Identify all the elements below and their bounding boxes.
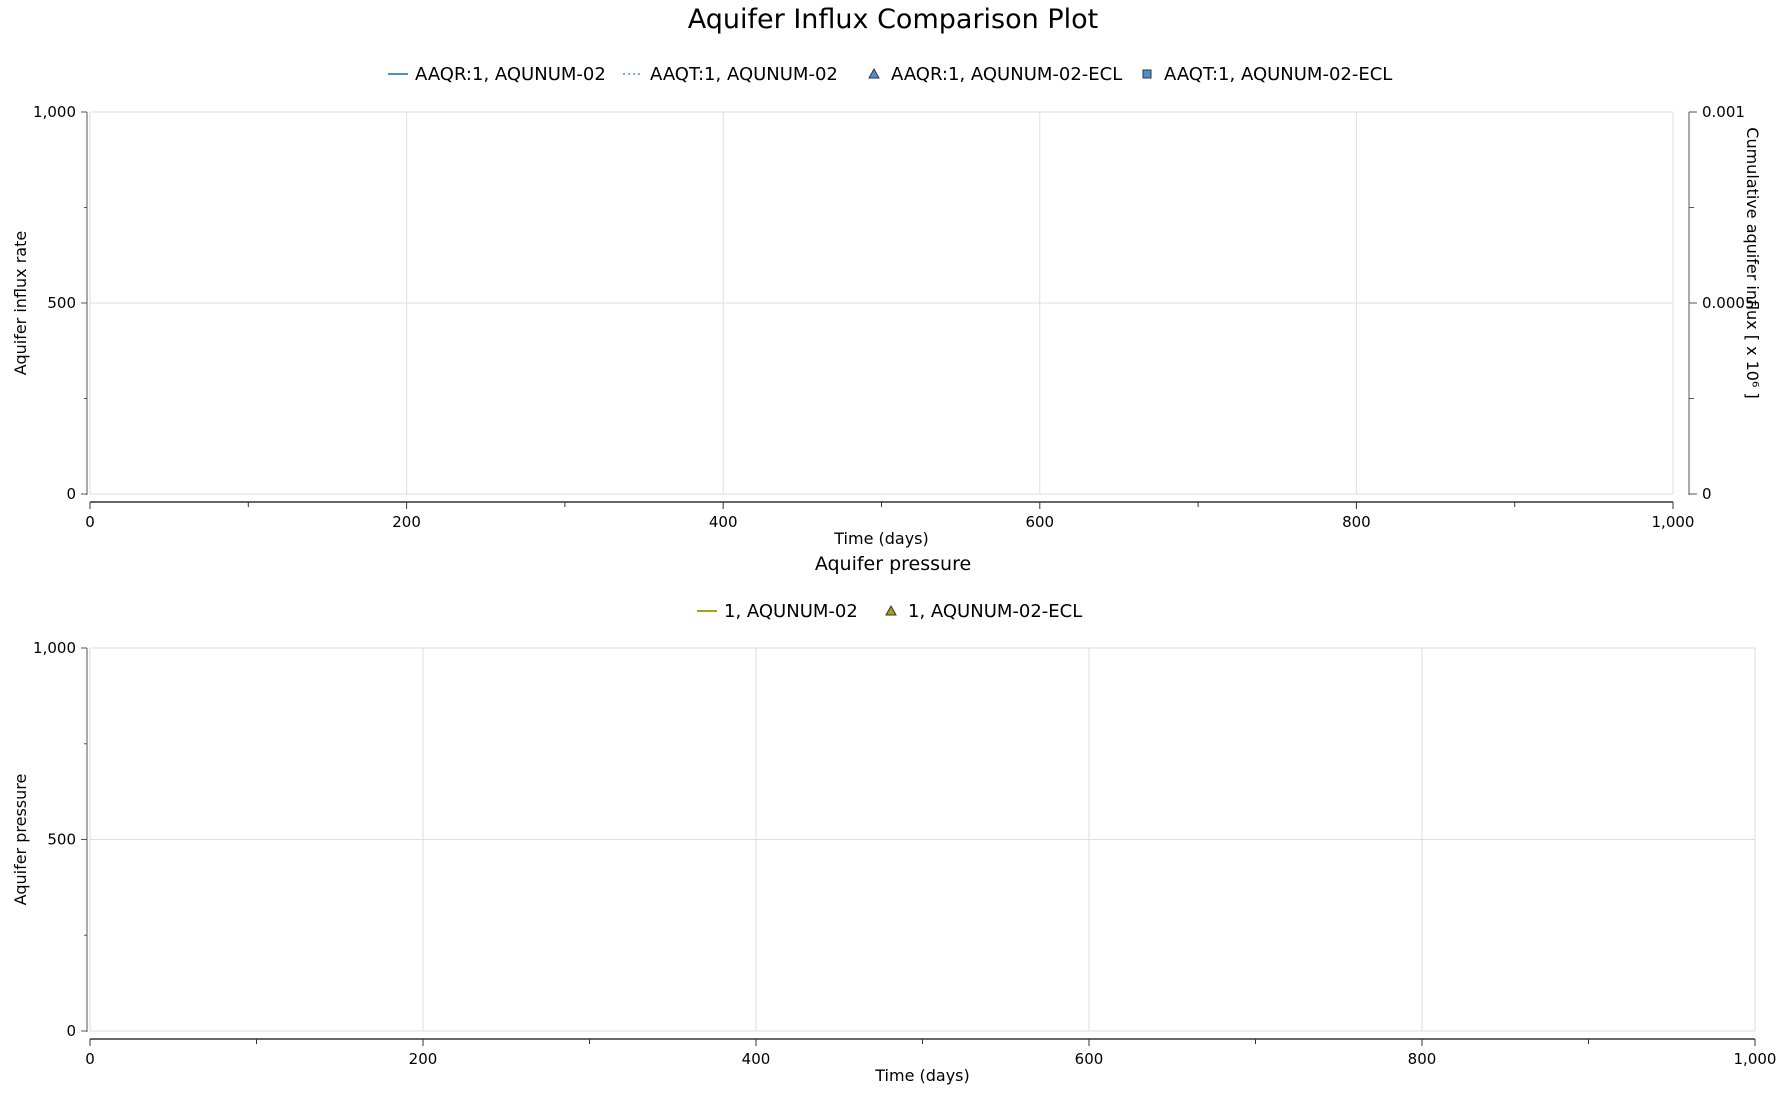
y2-axis: 0 0.0005 0.001 Cumulative aquifer influx [ … xyxy=(1688,103,1762,503)
gridlines xyxy=(89,647,1756,1032)
y-tick-label: 0 xyxy=(66,1022,76,1040)
y-tick-label: 1,000 xyxy=(33,103,76,121)
y-tick-label: 500 xyxy=(47,831,76,849)
gridlines xyxy=(89,111,1674,495)
legend-item: 1, AQUNUM-02 xyxy=(697,601,858,622)
legend-item: AAQT:1, AQUNUM-02-ECL xyxy=(1142,64,1392,85)
x-axis-label: Time (days) xyxy=(874,1066,970,1085)
y-axis: 0 500 1,000 Aquifer influx rate xyxy=(11,103,88,503)
y-axis: 0 500 1,000 Aquifer pressure xyxy=(11,639,88,1040)
legend-item: AAQR:1, AQUNUM-02-ECL xyxy=(868,64,1122,85)
legend-label: AAQR:1, AQUNUM-02 xyxy=(415,64,606,85)
y-tick-label: 1,000 xyxy=(33,639,76,657)
chart-title: Aquifer pressure xyxy=(815,553,971,575)
chart-1: 0 500 1,000 Aquifer influx rate 0 200 400 600 80… xyxy=(11,64,1762,548)
x-tick-label: 600 xyxy=(1075,1050,1104,1068)
x-tick-label: 400 xyxy=(709,513,738,531)
y-tick-label: 500 xyxy=(47,294,76,312)
x-tick-label: 600 xyxy=(1025,513,1054,531)
x-axis: 0 200 400 600 800 1,000 Time (days) xyxy=(85,1038,1777,1085)
legend: AAQR:1, AQUNUM-02 AAQT:1, AQUNUM-02 AAQR:1… xyxy=(388,64,1392,85)
x-axis-label: Time (days) xyxy=(833,529,929,548)
y2-tick-label: 0.001 xyxy=(1702,103,1745,121)
figure-title: Aquifer Influx Comparison Plot xyxy=(688,4,1098,35)
y2-axis-label: Cumulative aquifer influx [ x 10⁶ ] xyxy=(1743,127,1762,398)
x-tick-label: 0 xyxy=(85,513,95,531)
legend-triangle-icon xyxy=(868,67,880,79)
x-tick-label: 1,000 xyxy=(1734,1050,1777,1068)
y2-tick-label: 0.0005 xyxy=(1702,294,1755,312)
x-tick-label: 800 xyxy=(1408,1050,1437,1068)
x-tick-label: 800 xyxy=(1342,513,1371,531)
legend-item: AAQR:1, AQUNUM-02 xyxy=(388,64,606,85)
y-axis-label: Aquifer influx rate xyxy=(11,231,30,375)
legend-label: AAQT:1, AQUNUM-02-ECL xyxy=(1164,64,1392,85)
legend-label: AAQT:1, AQUNUM-02 xyxy=(650,64,838,85)
legend-label: AAQR:1, AQUNUM-02-ECL xyxy=(891,64,1122,85)
y-axis-label: Aquifer pressure xyxy=(11,774,30,906)
x-tick-label: 200 xyxy=(392,513,421,531)
y-tick-label: 0 xyxy=(66,485,76,503)
legend-item: AAQT:1, AQUNUM-02 xyxy=(623,64,838,85)
chart-2: Aquifer pressure 0 500 1,000 Aquifer pressur… xyxy=(11,553,1776,1085)
x-axis: 0 200 400 600 800 1,000 Time (days) xyxy=(85,501,1695,548)
legend-label: 1, AQUNUM-02 xyxy=(724,601,858,622)
legend-square-icon xyxy=(1142,69,1152,79)
legend-item: 1, AQUNUM-02-ECL xyxy=(885,601,1082,622)
x-tick-label: 0 xyxy=(85,1050,95,1068)
x-tick-label: 200 xyxy=(409,1050,438,1068)
legend-triangle-icon xyxy=(885,604,897,616)
legend-label: 1, AQUNUM-02-ECL xyxy=(908,601,1082,622)
x-tick-label: 1,000 xyxy=(1652,513,1695,531)
x-tick-label: 400 xyxy=(742,1050,771,1068)
y2-tick-label: 0 xyxy=(1702,485,1712,503)
legend: 1, AQUNUM-02 1, AQUNUM-02-ECL xyxy=(697,601,1082,622)
plot-area: 0 500 1,000 Aquifer influx rate 0 200 400 600 80… xyxy=(11,64,1776,1085)
